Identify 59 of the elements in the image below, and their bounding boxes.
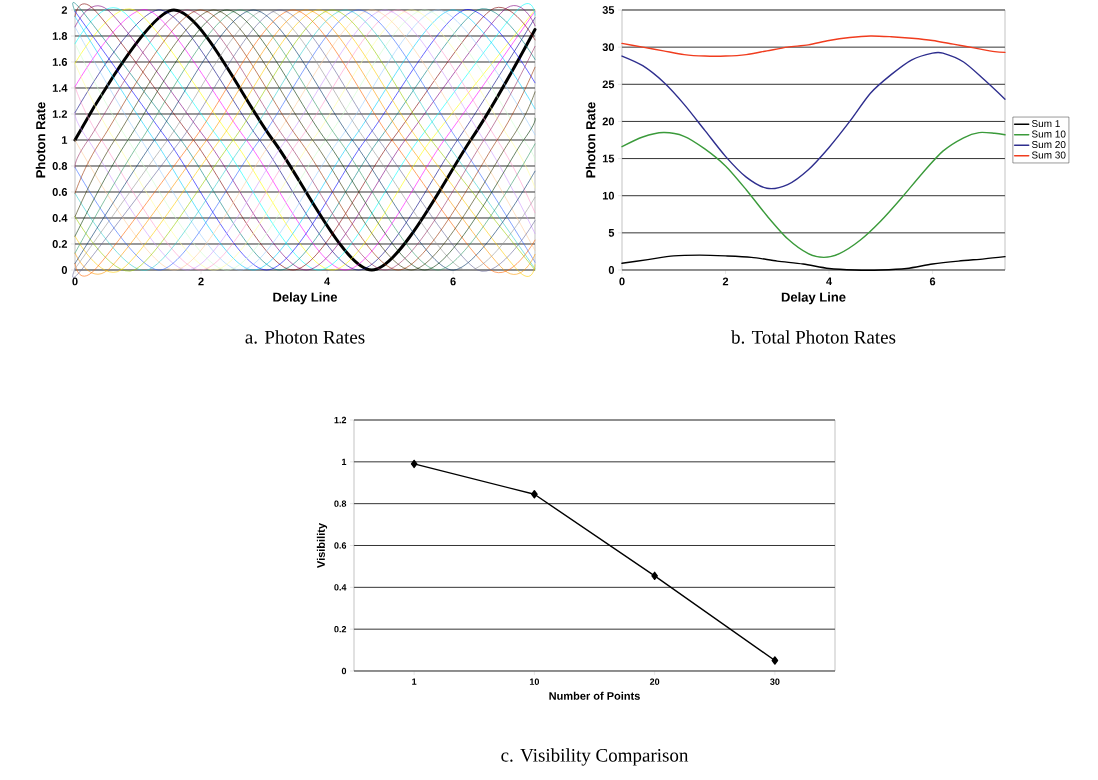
y-tick-label: 1.2 <box>334 416 347 424</box>
text: b. Total Photon Rates <box>731 330 896 344</box>
y-tick-label: 0 <box>61 266 68 274</box>
y-tick-label: 2 <box>61 6 68 14</box>
line-series <box>621 254 1006 271</box>
text: a. Photon Rates <box>245 330 365 344</box>
x-tick-label: 20 <box>649 678 660 685</box>
text: c. Visibility Comparison <box>501 748 689 766</box>
y-tick-label: 10 <box>602 191 615 200</box>
y-tick-label: 0.4 <box>334 584 347 591</box>
point <box>771 656 779 665</box>
y-tick-label: 1.6 <box>52 58 68 66</box>
x-tick-label: 0 <box>72 277 78 286</box>
x-axis-title: Delay Line <box>781 292 846 305</box>
y-tick-label: 1.2 <box>52 110 68 118</box>
y-tick-label: 25 <box>602 80 615 89</box>
y-axis-title: Visibility <box>316 523 328 568</box>
y-tick-label: 1 <box>62 136 68 144</box>
y-tick-label: 0.4 <box>52 214 68 222</box>
y-tick-label: 5 <box>608 229 615 237</box>
y-tick-label: 35 <box>602 6 615 14</box>
x-axis-title: Delay Line <box>273 292 338 305</box>
y-tick-label: 0.6 <box>52 188 68 196</box>
legend-label: Sum 1 <box>1031 120 1060 128</box>
x-tick-label: 4 <box>324 277 331 286</box>
point <box>651 571 658 581</box>
x-tick-label: 4 <box>826 277 833 286</box>
y-tick-label: 0 <box>608 266 615 274</box>
x-tick-label: 6 <box>450 277 456 286</box>
y-tick-label: 0 <box>341 667 347 675</box>
point <box>531 490 538 499</box>
y-axis-title: Photon Rate <box>585 102 596 178</box>
y-tick-label: 0.8 <box>334 500 347 507</box>
x-tick-label: 0 <box>619 277 625 286</box>
x-tick-label: 2 <box>722 277 729 286</box>
y-axis-title: Photon Rate <box>35 102 46 178</box>
y-tick-label: 0.8 <box>52 162 68 170</box>
x-axis-title: Number of Points <box>549 691 640 700</box>
line-series <box>621 131 1006 259</box>
point <box>410 459 418 469</box>
y-tick-label: 15 <box>602 154 615 163</box>
line-series <box>621 35 1006 57</box>
y-tick-label: 0.2 <box>52 240 68 248</box>
y-tick-label: 1.4 <box>52 84 68 92</box>
x-tick-label: 30 <box>770 678 780 685</box>
y-tick-label: 1 <box>342 458 347 465</box>
legend-label: Sum 30 <box>1031 151 1066 159</box>
legend-label: Sum 10 <box>1031 130 1066 138</box>
y-tick-label: 0.2 <box>334 625 347 633</box>
x-tick-label: 2 <box>198 277 204 286</box>
x-tick-label: 1 <box>412 678 417 685</box>
x-tick-label: 10 <box>529 678 540 685</box>
legend-label: Sum 20 <box>1031 141 1066 149</box>
y-tick-label: 30 <box>602 43 615 52</box>
y-tick-label: 0.6 <box>334 542 347 549</box>
y-tick-label: 20 <box>602 117 615 126</box>
x-tick-label: 6 <box>929 277 936 286</box>
line-series <box>621 51 1006 190</box>
y-tick-label: 1.8 <box>52 32 68 40</box>
